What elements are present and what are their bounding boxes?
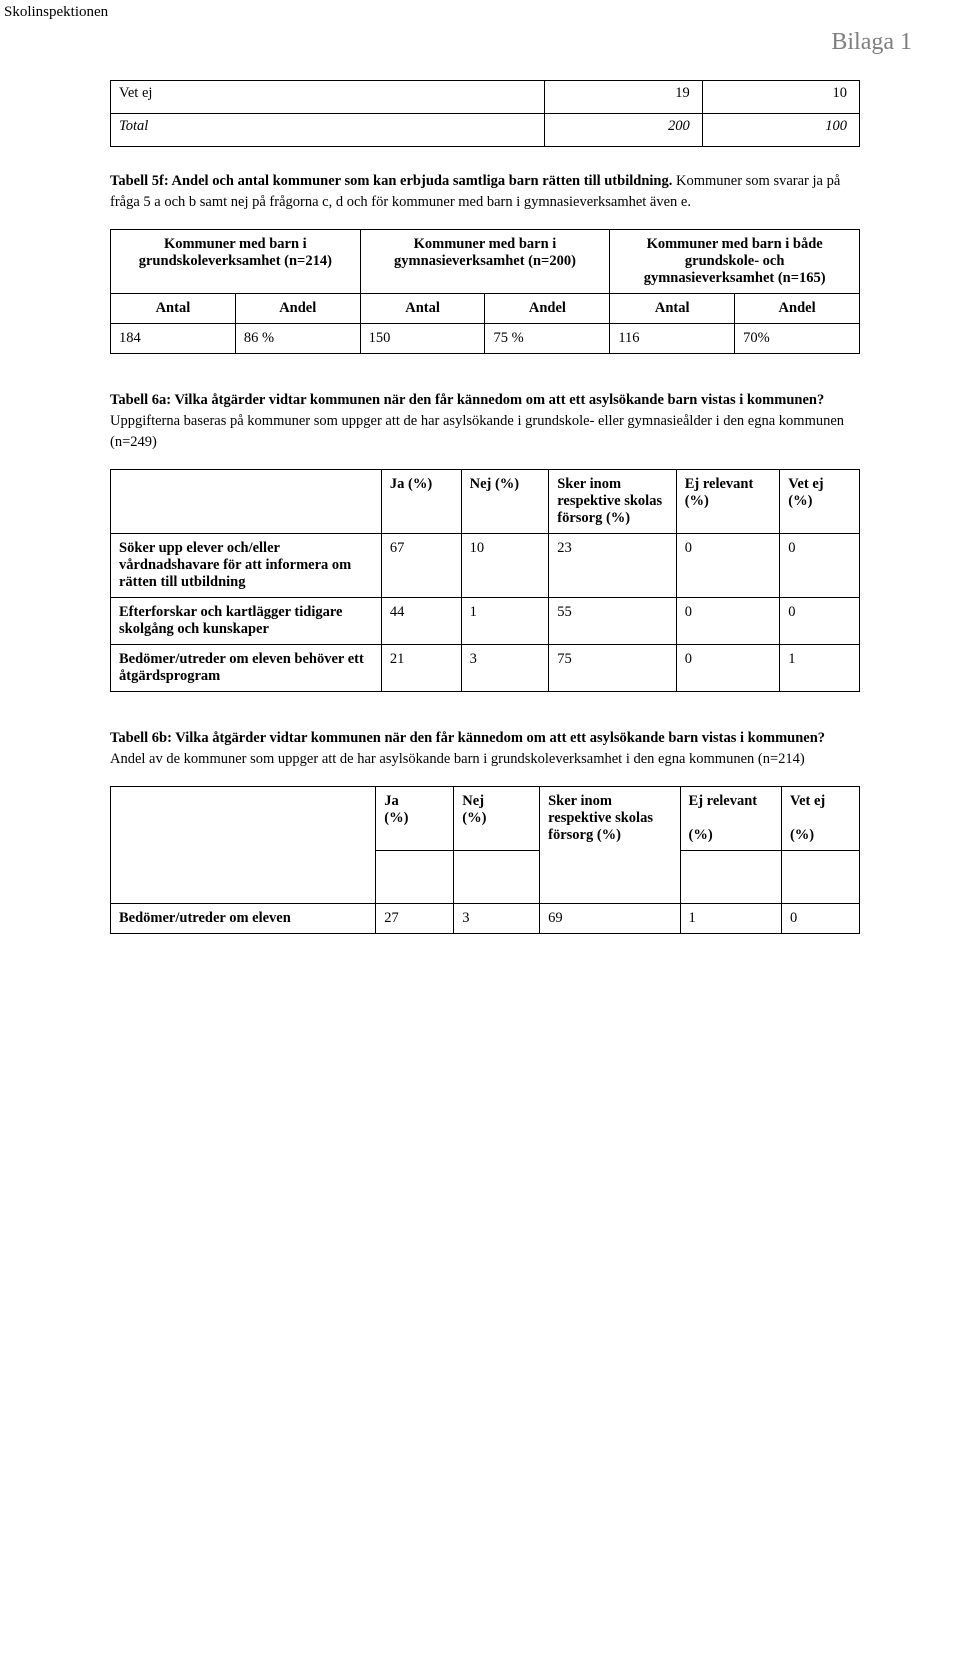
col-header-text: Ej relevant [689, 793, 758, 809]
caption-title: Tabell 6b: Vilka åtgärder vidtar kommune… [110, 730, 825, 746]
cell-value: 67 [381, 534, 461, 598]
cell-value: 75 [549, 645, 676, 692]
col-sub: Antal [610, 294, 735, 324]
col-header: Kommuner med barn i grundskoleverksamhet… [111, 230, 361, 294]
table-row: 184 86 % 150 75 % 116 70% [111, 324, 860, 354]
row-label: Söker upp elever och/eller vårdnadshavar… [111, 534, 382, 598]
cell-value: 116 [610, 324, 735, 354]
col-header: Vet ej (%) [780, 470, 860, 534]
cell-value: 70% [735, 324, 860, 354]
col-header: Ja (%) [376, 787, 454, 851]
table-row: Bedömer/utreder om eleven behöver ett åt… [111, 645, 860, 692]
cell-value: 1 [780, 645, 860, 692]
col-header: Ej relevant (%) [676, 470, 780, 534]
cell-value: 23 [549, 534, 676, 598]
table-subheader-row: Antal Andel Antal Andel Antal Andel [111, 294, 860, 324]
col-sub: Andel [735, 294, 860, 324]
cell-value: 3 [454, 904, 540, 934]
cell-value: 10 [461, 534, 549, 598]
col-header-pct: (%) [462, 810, 486, 826]
col-empty [111, 787, 376, 904]
row-label: Efterforskar och kartlägger tidigare sko… [111, 598, 382, 645]
col-header-text: Vet ej [790, 793, 825, 809]
col-header: Sker inom respektive skolas försorg (%) [540, 787, 680, 904]
table-row: Vet ej 19 10 [111, 81, 860, 114]
col-header: Ej relevant (%) [680, 787, 781, 851]
org-name: Skolinspektionen [0, 0, 960, 21]
col-header: Kommuner med barn i gymnasieverksamhet (… [360, 230, 610, 294]
cell-value: 21 [381, 645, 461, 692]
col-header: Sker inom respektive skolas försorg (%) [549, 470, 676, 534]
caption-title: Tabell 5f: Andel och antal kommuner som … [110, 173, 672, 189]
cell-value: 75 % [485, 324, 610, 354]
cell-value: 100 [702, 114, 859, 147]
caption-6a: Tabell 6a: Vilka åtgärder vidtar kommune… [110, 390, 860, 453]
cell-value: 19 [545, 81, 702, 114]
col-sub: Antal [360, 294, 485, 324]
table-row: Efterforskar och kartlägger tidigare sko… [111, 598, 860, 645]
table-6b: Ja (%) Nej (%) Sker inom respektive skol… [110, 786, 860, 934]
col-header-pct: (%) [790, 827, 814, 843]
col-header-pct: (%) [689, 827, 713, 843]
table-row: Total 200 100 [111, 114, 860, 147]
cell-value: 0 [781, 904, 859, 934]
cell-value: 0 [676, 598, 780, 645]
spacer [781, 851, 859, 904]
caption-text: Uppgifterna baseras på kommuner som uppg… [110, 413, 844, 450]
cell-value: 184 [111, 324, 236, 354]
col-sub: Andel [235, 294, 360, 324]
col-header: Nej (%) [454, 787, 540, 851]
col-header: Ja (%) [381, 470, 461, 534]
table-5f: Kommuner med barn i grundskoleverksamhet… [110, 229, 860, 354]
table-row: Bedömer/utreder om eleven 27 3 69 1 0 [111, 904, 860, 934]
col-empty [111, 470, 382, 534]
table-row: Söker upp elever och/eller vårdnadshavar… [111, 534, 860, 598]
cell-value: 150 [360, 324, 485, 354]
caption-title: Tabell 6a: Vilka åtgärder vidtar kommune… [110, 392, 824, 408]
col-sub: Andel [485, 294, 610, 324]
cell-value: 0 [676, 534, 780, 598]
cell-value: 44 [381, 598, 461, 645]
cell-value: 1 [461, 598, 549, 645]
cell-value: 0 [780, 534, 860, 598]
cell-value: 0 [780, 598, 860, 645]
row-label: Bedömer/utreder om eleven [111, 904, 376, 934]
table-header-row: Kommuner med barn i grundskoleverksamhet… [111, 230, 860, 294]
spacer [454, 851, 540, 904]
spacer [376, 851, 454, 904]
col-header: Kommuner med barn i både grundskole- och… [610, 230, 860, 294]
cell-value: 55 [549, 598, 676, 645]
cell-value: 27 [376, 904, 454, 934]
col-header-text: Nej [462, 793, 484, 809]
col-header: Nej (%) [461, 470, 549, 534]
cell-label: Vet ej [111, 81, 545, 114]
caption-text: Andel av de kommuner som uppger att de h… [110, 751, 805, 767]
row-label: Bedömer/utreder om eleven behöver ett åt… [111, 645, 382, 692]
cell-value: 69 [540, 904, 680, 934]
cell-value: 1 [680, 904, 781, 934]
caption-5f: Tabell 5f: Andel och antal kommuner som … [110, 171, 860, 213]
caption-6b: Tabell 6b: Vilka åtgärder vidtar kommune… [110, 728, 860, 770]
table-header-row: Ja (%) Nej (%) Sker inom respektive skol… [111, 470, 860, 534]
cell-label: Total [111, 114, 545, 147]
col-header-text: Ja [384, 793, 399, 809]
table-header-row: Ja (%) Nej (%) Sker inom respektive skol… [111, 787, 860, 851]
col-sub: Antal [111, 294, 236, 324]
col-header-pct: (%) [384, 810, 408, 826]
cell-value: 3 [461, 645, 549, 692]
cell-value: 200 [545, 114, 702, 147]
cell-value: 0 [676, 645, 780, 692]
table-small: Vet ej 19 10 Total 200 100 [110, 80, 860, 147]
table-6a: Ja (%) Nej (%) Sker inom respektive skol… [110, 469, 860, 692]
bilaga-label: Bilaga 1 [0, 21, 960, 80]
cell-value: 86 % [235, 324, 360, 354]
col-header: Vet ej (%) [781, 787, 859, 851]
spacer [680, 851, 781, 904]
cell-value: 10 [702, 81, 859, 114]
